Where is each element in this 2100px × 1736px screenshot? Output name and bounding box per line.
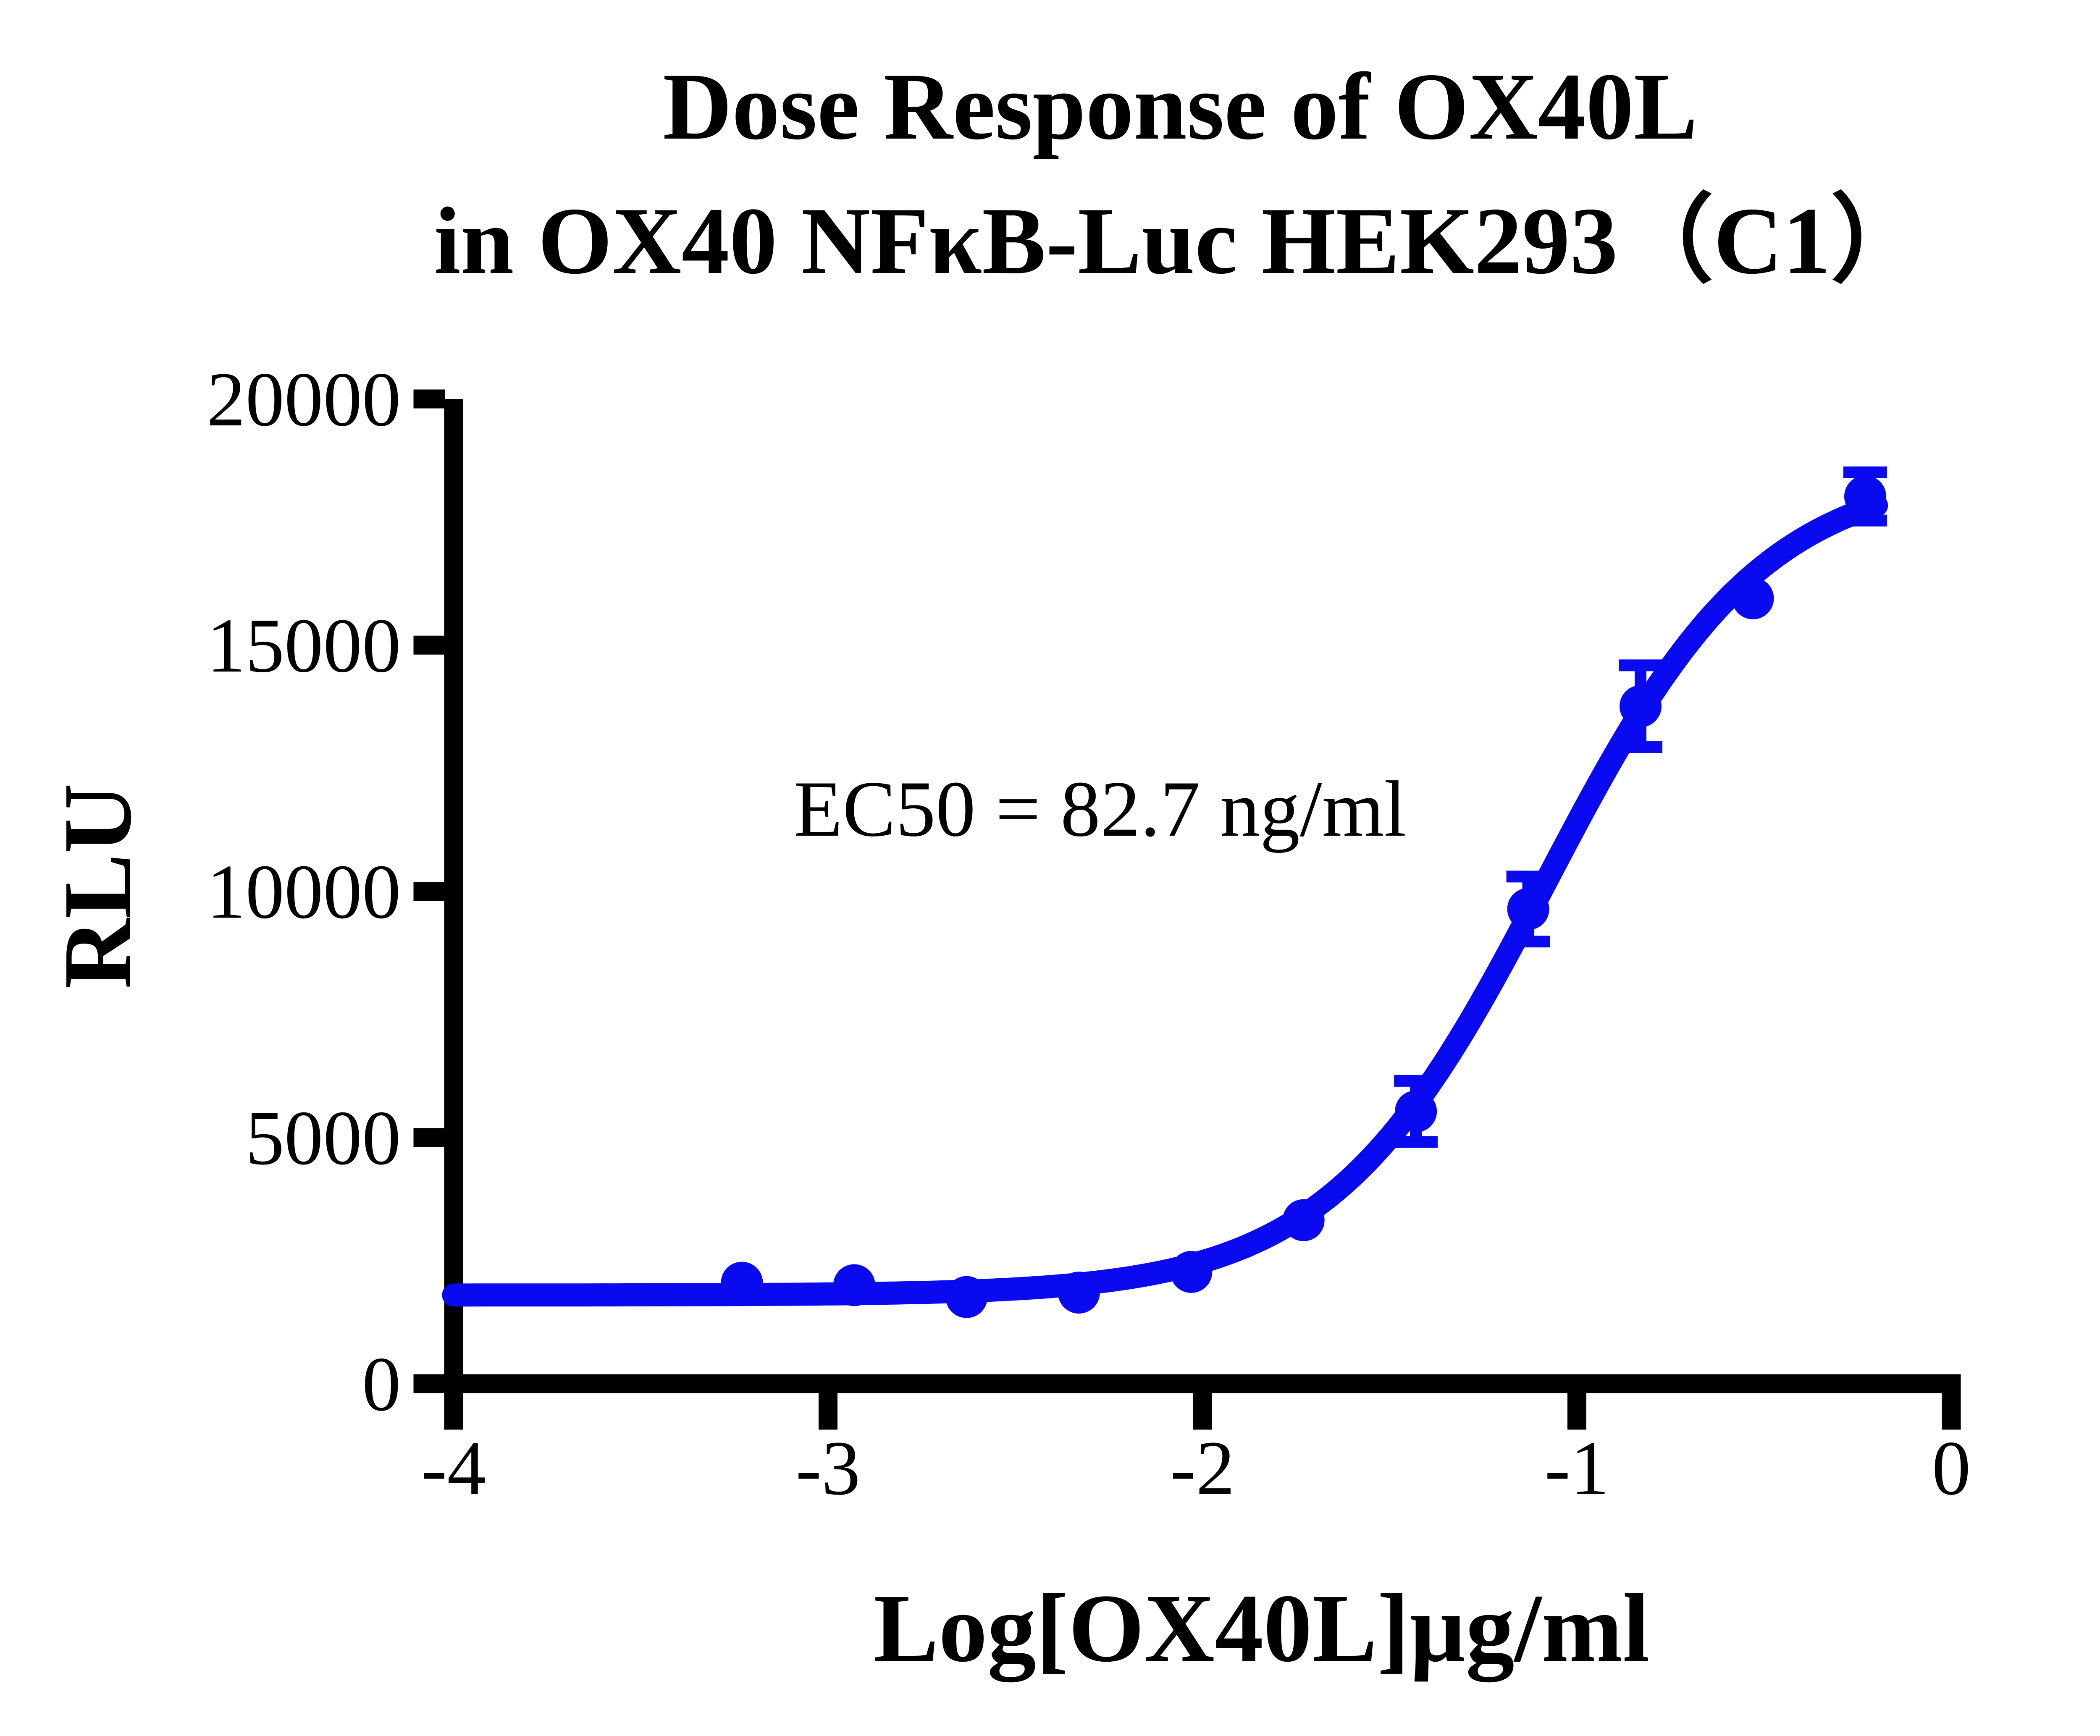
y-tick-label: 5000 (246, 1095, 401, 1181)
chart-title-line1: Dose Response of OX40L (663, 54, 1698, 160)
data-point (945, 1276, 988, 1318)
data-point (1620, 685, 1662, 727)
data-point (721, 1261, 763, 1304)
data-point (1058, 1272, 1100, 1314)
ec50-annotation: EC50 = 82.7 ng/ml (794, 765, 1406, 853)
axis-ticks: 0 5000 10000 15000 20000 -4 -3 -2 -1 0 (207, 357, 1971, 1511)
x-tick-label: 0 (1932, 1425, 1971, 1511)
x-tick-label: -4 (421, 1425, 486, 1511)
y-tick-label: 20000 (207, 357, 401, 443)
x-tick-label: -3 (795, 1425, 860, 1511)
data-point (1507, 888, 1549, 930)
data-point (1170, 1251, 1213, 1293)
chart-title-line2: in OX40 NFκB-Luc HEK293（C1） (434, 188, 1926, 294)
data-points-group (721, 475, 1886, 1318)
y-tick-label: 15000 (207, 603, 401, 689)
fit-curve (442, 494, 1888, 1307)
axes (444, 399, 1961, 1393)
data-point (833, 1264, 875, 1306)
y-tick-label: 10000 (207, 849, 401, 935)
fit-curve-group (442, 494, 1888, 1307)
data-point (1395, 1090, 1437, 1133)
y-axis-title: RLU (44, 783, 152, 989)
x-tick-label: -2 (1170, 1425, 1235, 1511)
x-axis-title: Log[OX40L]µg/ml (874, 1574, 1650, 1682)
data-point (1282, 1199, 1325, 1241)
data-point (1844, 475, 1886, 518)
data-point (1732, 577, 1774, 619)
y-tick-label: 0 (362, 1341, 401, 1427)
x-tick-label: -1 (1544, 1425, 1609, 1511)
